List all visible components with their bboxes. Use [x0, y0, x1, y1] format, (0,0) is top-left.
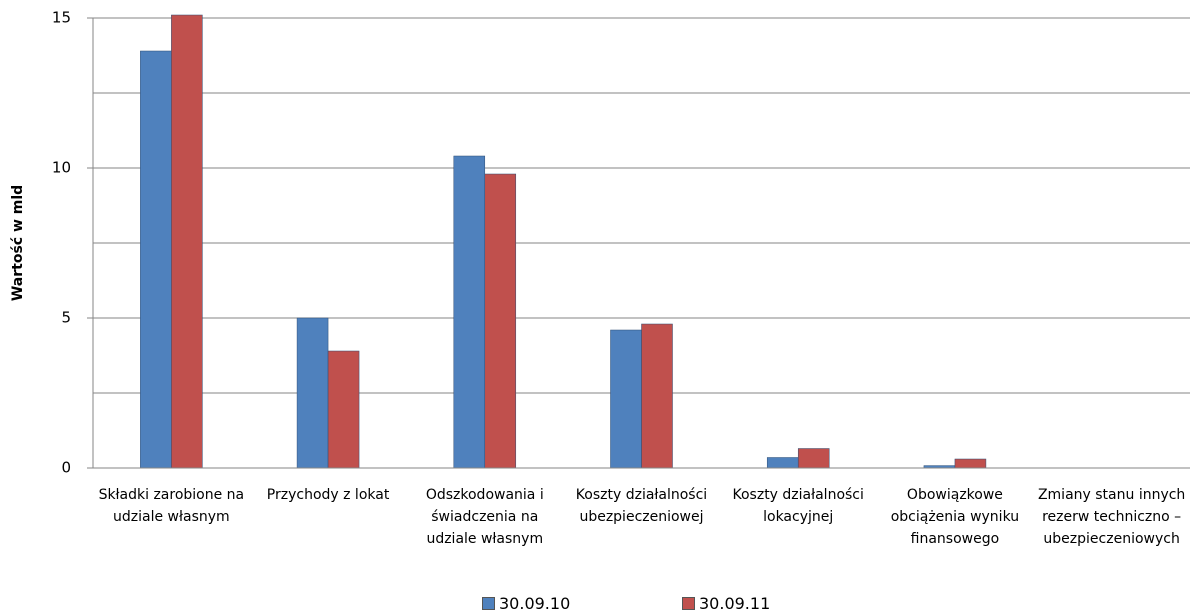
legend-label: 30.09.11	[699, 594, 771, 613]
bar	[296, 317, 329, 469]
legend-item: 30.09.11	[682, 594, 770, 613]
x-tick-label: Składki zarobione na udziale własnym	[98, 487, 245, 525]
y-tick-label: 5	[61, 309, 71, 327]
legend-label: 30.09.10	[499, 594, 571, 613]
x-tick-label: Przychody z lokat	[266, 487, 390, 503]
bar	[766, 457, 799, 469]
y-tick-label: 0	[61, 459, 71, 477]
legend-swatch	[482, 597, 495, 610]
bar	[171, 14, 203, 469]
legend-item: 30.09.10	[482, 594, 570, 613]
bar	[140, 50, 172, 469]
bar	[327, 350, 360, 469]
x-tick-label: Obowiązkowe obciążenia wyniku finansoweg…	[890, 487, 1020, 547]
y-tick-label: 10	[52, 159, 71, 177]
y-axis-title: Wartość w mld	[10, 185, 26, 301]
bar	[954, 458, 987, 469]
bar	[453, 155, 486, 469]
legend-swatch	[682, 597, 695, 610]
bar	[610, 329, 642, 469]
y-tick-label: 15	[52, 9, 71, 27]
bar	[797, 448, 830, 469]
x-tick-label: Odszkodowania i świadczenia na udziale w…	[425, 487, 544, 547]
x-tick-label: Zmiany stanu innych rezerw techniczno – …	[1037, 487, 1186, 547]
bar	[484, 173, 517, 469]
x-tick-label: Koszty działalności lokacyjnej	[732, 487, 864, 525]
bar	[641, 323, 673, 469]
x-tick-label: Koszty działalności ubezpieczeniowej	[575, 487, 708, 525]
